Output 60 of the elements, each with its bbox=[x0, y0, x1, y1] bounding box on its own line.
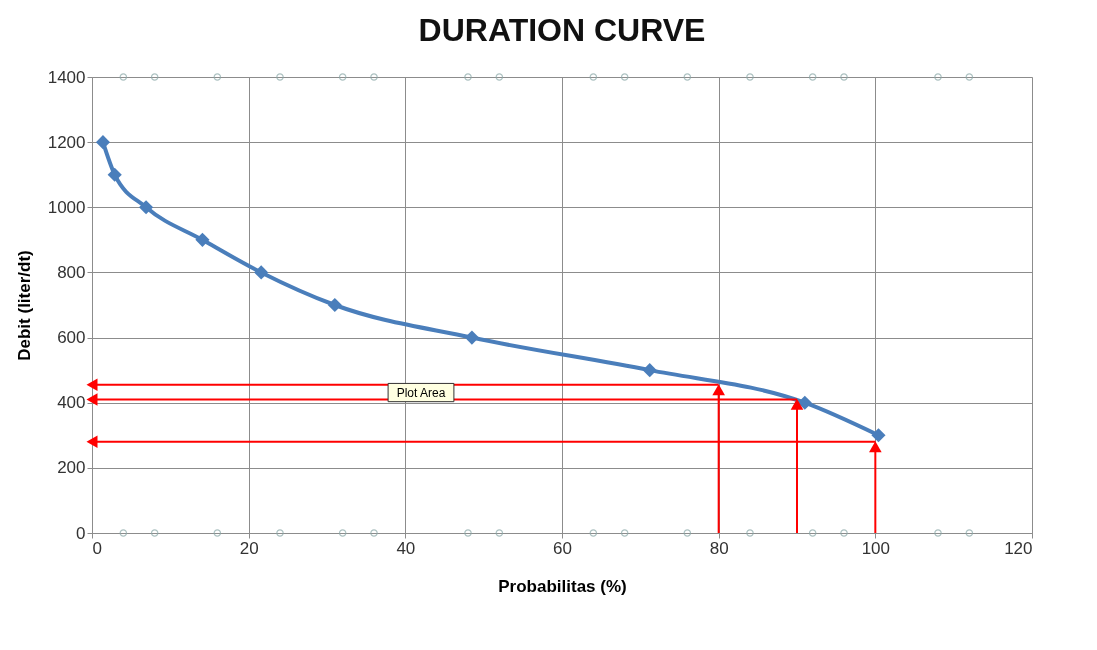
point bbox=[119, 73, 128, 81]
y-tick-label: 1200 bbox=[47, 132, 86, 152]
annotation: Plot Area bbox=[396, 385, 446, 400]
point bbox=[95, 135, 111, 150]
point bbox=[464, 529, 472, 537]
point bbox=[620, 529, 629, 537]
point bbox=[327, 297, 342, 313]
point bbox=[107, 167, 122, 182]
point bbox=[746, 529, 754, 537]
point bbox=[370, 529, 378, 537]
y-tick-label: 1400 bbox=[47, 67, 86, 87]
chart-title: DURATION CURVE bbox=[418, 12, 706, 48]
x-tick-label: 0 bbox=[92, 538, 102, 558]
point bbox=[746, 73, 754, 81]
x-tick-label: 20 bbox=[239, 538, 259, 558]
point bbox=[119, 529, 128, 537]
point bbox=[276, 73, 284, 81]
x-axis-title: Probabilitas (%) bbox=[498, 576, 627, 596]
point bbox=[495, 529, 504, 537]
point bbox=[840, 73, 848, 81]
point bbox=[254, 265, 269, 280]
point bbox=[808, 529, 817, 537]
x-tick-label: 120 bbox=[1004, 538, 1033, 558]
point bbox=[934, 73, 942, 81]
x-tick-label: 80 bbox=[709, 538, 729, 558]
point bbox=[338, 529, 347, 537]
point bbox=[965, 529, 974, 537]
point bbox=[683, 529, 692, 537]
point bbox=[150, 529, 159, 537]
point bbox=[934, 529, 942, 537]
point bbox=[589, 73, 598, 81]
point bbox=[370, 73, 378, 81]
point bbox=[495, 73, 504, 81]
point bbox=[213, 73, 222, 81]
point bbox=[965, 73, 974, 81]
point bbox=[871, 428, 886, 443]
y-tick-label: 600 bbox=[57, 328, 86, 348]
point bbox=[213, 529, 222, 537]
point bbox=[840, 529, 848, 537]
point bbox=[642, 363, 657, 378]
point bbox=[276, 529, 284, 537]
x-tick-label: 100 bbox=[861, 538, 891, 558]
x-tick-label: 60 bbox=[553, 538, 572, 558]
point bbox=[620, 73, 629, 81]
point bbox=[683, 73, 692, 81]
x-tick-label: 40 bbox=[396, 538, 416, 558]
point bbox=[464, 330, 479, 345]
y-tick-label: 800 bbox=[57, 262, 86, 282]
point bbox=[589, 529, 598, 537]
point bbox=[464, 73, 472, 81]
y-tick-label: 200 bbox=[57, 458, 86, 478]
point bbox=[150, 73, 159, 81]
y-axis-title: Debit (liter/dt) bbox=[14, 250, 34, 361]
y-tick-label: 400 bbox=[57, 393, 86, 413]
point bbox=[138, 200, 154, 215]
point bbox=[338, 73, 347, 81]
point bbox=[808, 73, 817, 81]
y-tick-label: 0 bbox=[76, 523, 86, 543]
point bbox=[195, 232, 210, 247]
y-tick-label: 1000 bbox=[47, 197, 86, 217]
